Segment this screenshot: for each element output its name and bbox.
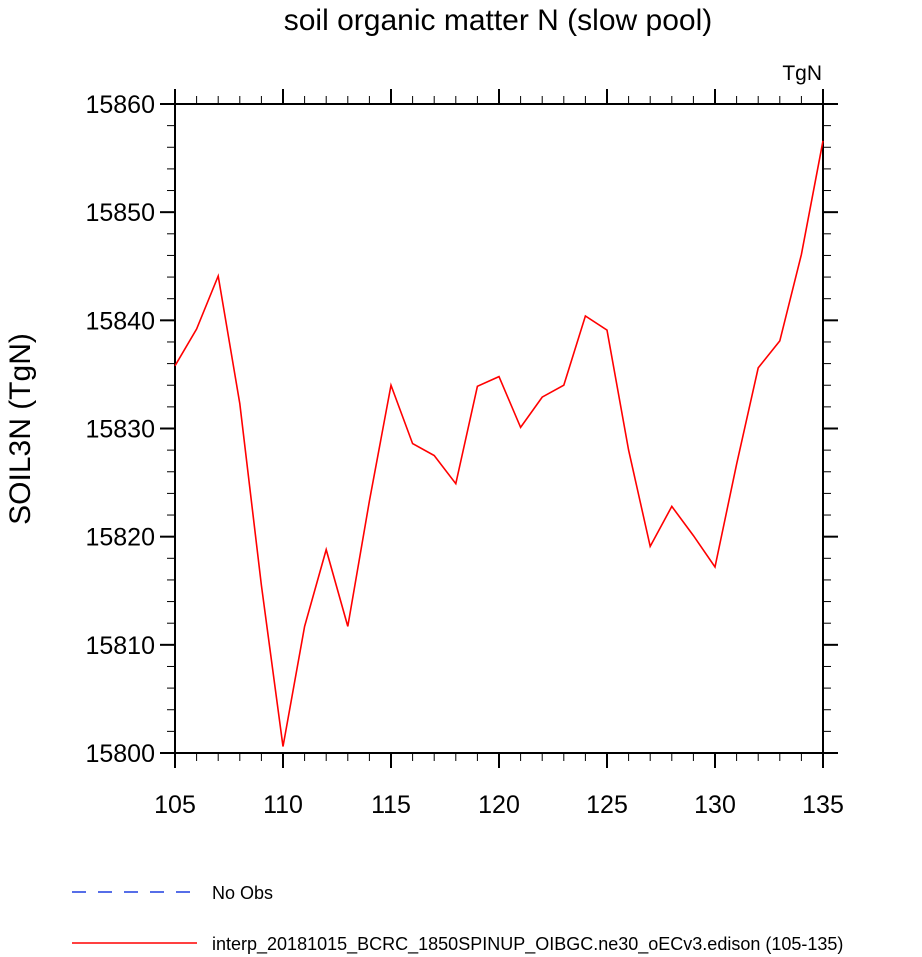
minor-ticks — [167, 96, 831, 761]
y-tick-label: 15850 — [85, 199, 155, 227]
series-group — [174, 140, 824, 747]
legend-label: No Obs — [212, 883, 273, 903]
x-tick-label: 110 — [263, 791, 303, 819]
x-tick-labels: 105 110 115 120 125 130 135 — [154, 791, 844, 819]
x-tick-label: 115 — [371, 791, 411, 819]
x-tick-label: 125 — [586, 791, 628, 819]
y-tick-label: 15840 — [85, 307, 155, 335]
y-tick-label: 15810 — [85, 632, 155, 660]
chart-title: soil organic matter N (slow pool) — [284, 4, 712, 37]
x-tick-label: 130 — [694, 791, 736, 819]
y-tick-label: 15860 — [85, 91, 155, 119]
major-ticks — [160, 89, 838, 768]
legend: No Obs interp_20181015_BCRC_1850SPINUP_OI… — [72, 883, 843, 955]
y-tick-label: 15820 — [85, 524, 155, 552]
legend-label: interp_20181015_BCRC_1850SPINUP_OIBGC.ne… — [212, 934, 843, 955]
y-tick-labels: 15800 15810 15820 15830 15840 15850 15860 — [85, 91, 155, 768]
x-tick-label: 105 — [154, 791, 196, 819]
y-axis-label: SOIL3N (TgN) — [4, 333, 37, 525]
units-label: TgN — [782, 62, 822, 85]
x-tick-label: 135 — [802, 791, 844, 819]
plot-frame — [174, 103, 824, 754]
y-tick-label: 15800 — [85, 740, 155, 768]
series-line — [174, 140, 824, 747]
y-tick-label: 15830 — [85, 416, 155, 444]
x-tick-label: 120 — [478, 791, 520, 819]
